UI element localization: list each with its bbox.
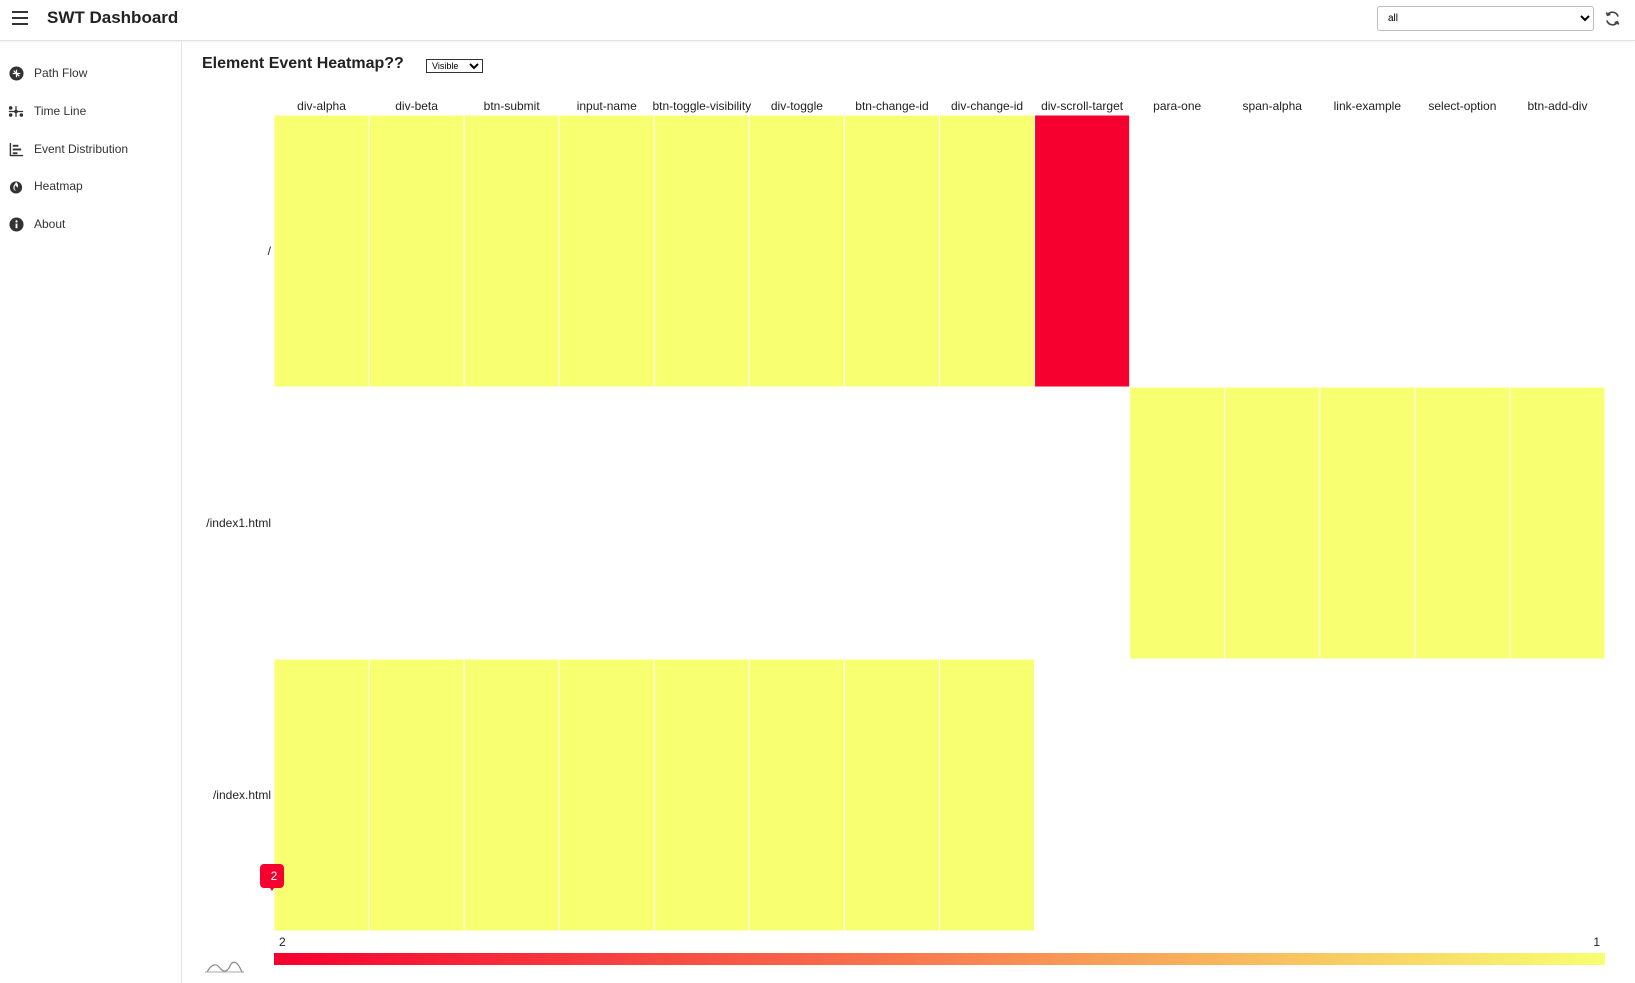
sidebar-item-path-flow[interactable]: Path Flow [0,58,181,88]
x-axis-label: link-example [1334,99,1402,113]
heatmap-cell[interactable] [559,659,654,931]
heatmap-cell[interactable] [1320,387,1415,659]
heatmap-cell[interactable] [940,115,1035,387]
heatmap-cell[interactable] [1510,387,1605,659]
heatmap-cell[interactable] [940,659,1035,931]
heatmap-cell[interactable] [369,659,464,931]
heatmap-cell[interactable] [1415,387,1510,659]
y-axis-label: / [268,244,272,258]
sidebar-item-label: Path Flow [34,66,88,80]
visual-map-bar[interactable] [274,953,1605,965]
x-axis-label: para-one [1153,99,1201,113]
visual-map-handle-value: 2 [271,869,278,883]
heatmap-cell[interactable] [1035,115,1130,387]
visual-map-handle[interactable]: 2 [260,864,284,891]
heatmap-cell[interactable] [274,659,369,931]
x-axis-label: input-name [577,99,637,113]
x-axis-label: div-alpha [297,99,346,113]
x-axis-label: btn-change-id [855,99,928,113]
x-axis-label: btn-submit [484,99,541,113]
sidebar-item-label: Event Distribution [34,142,129,156]
top-bar: SWT Dashboard all [0,0,1635,41]
heatmap-cell[interactable] [464,659,559,931]
heatmap-cell[interactable] [654,115,749,387]
page-filter-select[interactable]: all [1377,6,1594,31]
x-axis-label: select-option [1428,99,1496,113]
visual-map-max-label: 2 [279,935,286,949]
x-axis-label: btn-toggle-visibility [652,99,751,113]
sidebar-item-about[interactable]: About [0,209,181,239]
heatmap-cell[interactable] [464,115,559,387]
heatmap-cell[interactable] [369,115,464,387]
refresh-icon[interactable] [1604,10,1621,27]
heatmap-cell[interactable] [274,115,369,387]
visibility-mode-select[interactable]: Visible [426,59,483,73]
page-title: Element Event Heatmap?? [202,55,404,72]
path-flow-icon [8,65,24,81]
sidebar-item-label: Time Line [34,104,87,118]
heatmap-cell[interactable] [1225,387,1320,659]
x-axis-label: div-toggle [771,99,823,113]
heatmap-cell[interactable] [654,659,749,931]
sidebar-item-heatmap[interactable]: Heatmap [0,171,181,201]
x-axis-label: div-change-id [951,99,1023,113]
y-axis-label: /index1.html [206,516,271,530]
x-axis-label: div-beta [395,99,438,113]
timeline-icon [8,103,24,119]
sidebar-item-time-line[interactable]: Time Line [0,96,181,126]
fire-icon [8,178,24,194]
sidebar-item-label: About [34,217,66,231]
sidebar: Path Flow Time Line Event Distribution H… [0,41,182,983]
heatmap-cell[interactable] [1130,387,1225,659]
heatmap-cell[interactable] [749,659,844,931]
bar-chart-icon [8,141,24,157]
heatmap-cell[interactable] [559,115,654,387]
info-icon [8,216,24,232]
sparkline-icon [206,961,244,973]
heatmap-cell[interactable] [844,115,939,387]
heatmap-cell[interactable] [844,659,939,931]
heatmap-cell[interactable] [749,115,844,387]
y-axis-label: /index.html [213,788,271,802]
x-axis-label: btn-add-div [1527,99,1587,113]
x-axis-label: span-alpha [1243,99,1303,113]
x-axis-label: div-scroll-target [1041,99,1124,113]
sidebar-item-label: Heatmap [34,179,83,193]
visual-map-min-label: 1 [1593,935,1600,949]
app-title: SWT Dashboard [47,8,179,27]
hamburger-icon[interactable] [12,11,28,25]
sidebar-item-event-distribution[interactable]: Event Distribution [0,134,181,164]
